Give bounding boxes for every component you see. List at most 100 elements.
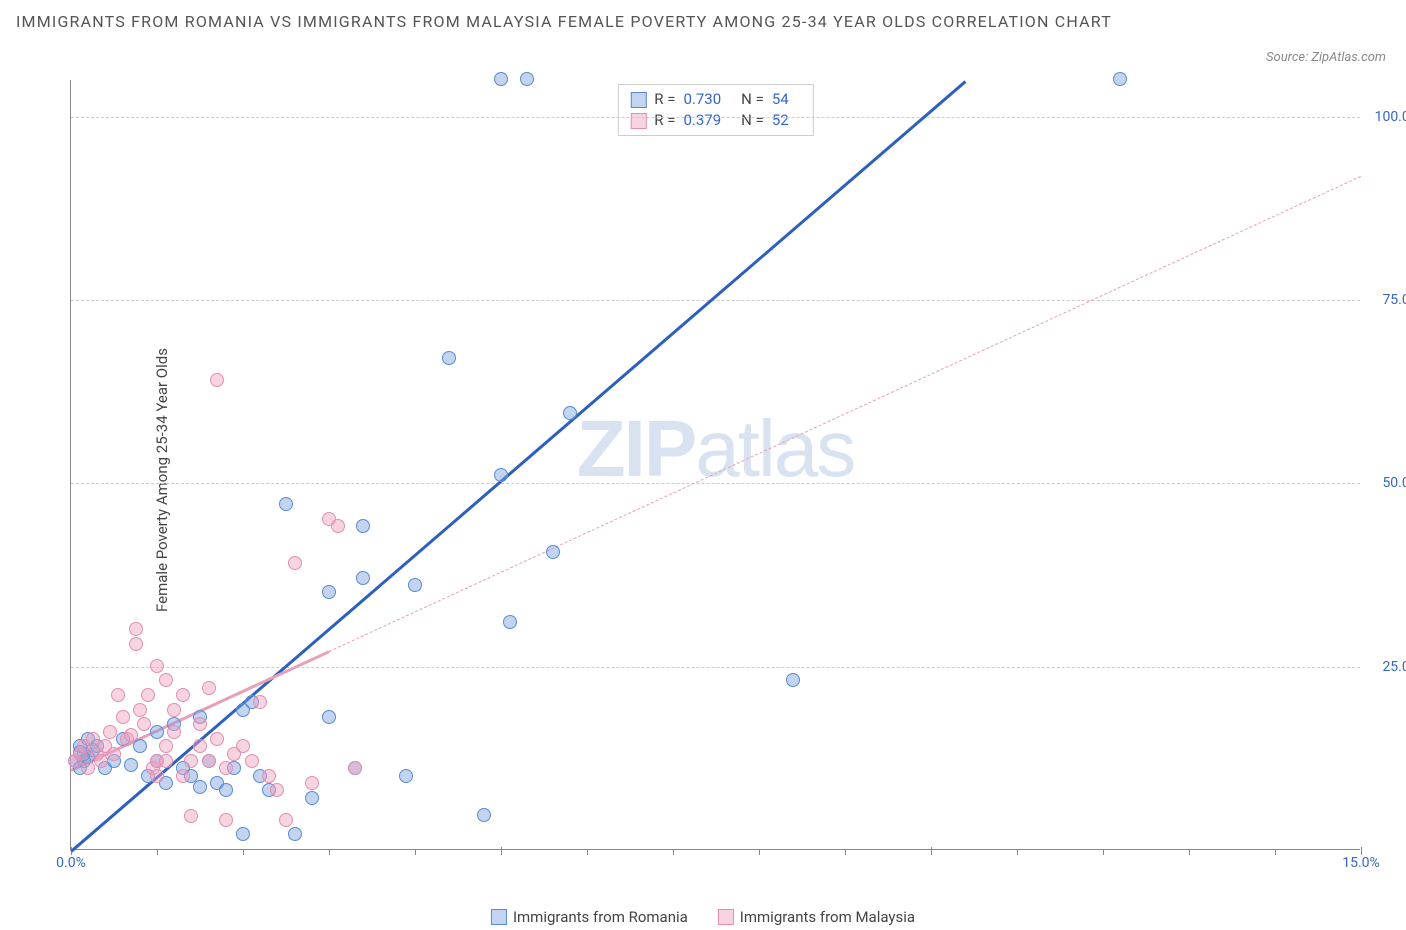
x-minor-tick: [415, 849, 416, 855]
scatter-point: [348, 761, 362, 775]
scatter-point: [111, 688, 125, 702]
scatter-point: [408, 578, 422, 592]
bottom-legend: Immigrants from Romania Immigrants from …: [491, 908, 915, 926]
scatter-point: [167, 725, 181, 739]
scatter-point: [520, 72, 534, 86]
n-label-2: N =: [741, 110, 764, 131]
x-minor-tick: [243, 849, 244, 855]
stats-row-2: R = 0.379 N = 52: [630, 110, 800, 131]
n-label-1: N =: [741, 89, 764, 110]
scatter-point: [563, 406, 577, 420]
x-minor-tick: [157, 849, 158, 855]
x-minor-tick: [329, 849, 330, 855]
stats-row-1: R = 0.730 N = 54: [630, 89, 800, 110]
scatter-point: [159, 673, 173, 687]
scatter-point: [288, 827, 302, 841]
x-tick: [501, 847, 502, 855]
scatter-point: [503, 615, 517, 629]
y-gridline: [71, 300, 1360, 301]
scatter-point: [219, 783, 233, 797]
chart-title: IMMIGRANTS FROM ROMANIA VS IMMIGRANTS FR…: [16, 10, 1116, 34]
scatter-point: [150, 659, 164, 673]
scatter-point: [184, 754, 198, 768]
x-minor-tick: [759, 849, 760, 855]
x-tick: [1361, 847, 1362, 855]
x-minor-tick: [1189, 849, 1190, 855]
scatter-point: [288, 556, 302, 570]
legend-swatch-1: [491, 909, 507, 925]
r-label-1: R =: [654, 89, 675, 110]
x-minor-tick: [1103, 849, 1104, 855]
x-tick-label: 0.0%: [56, 855, 86, 871]
scatter-point: [133, 739, 147, 753]
legend-swatch-2: [718, 909, 734, 925]
scatter-point: [279, 497, 293, 511]
y-gridline: [71, 117, 1360, 118]
swatch-series-2: [630, 113, 646, 129]
watermark: ZIPatlas: [577, 403, 854, 495]
scatter-point: [262, 769, 276, 783]
scatter-point: [94, 754, 108, 768]
x-minor-tick: [1017, 849, 1018, 855]
trendline: [329, 175, 1361, 651]
y-gridline: [71, 667, 1360, 668]
scatter-point: [236, 827, 250, 841]
scatter-point: [184, 809, 198, 823]
scatter-point: [322, 710, 336, 724]
legend-label-1: Immigrants from Romania: [513, 908, 688, 926]
scatter-point: [176, 769, 190, 783]
scatter-point: [253, 695, 267, 709]
scatter-point: [202, 681, 216, 695]
scatter-point: [133, 703, 147, 717]
plot-container: Female Poverty Among 25-34 Year Olds ZIP…: [40, 80, 1390, 880]
y-tick-label: 50.0%: [1382, 475, 1406, 491]
scatter-point: [356, 571, 370, 585]
scatter-point: [193, 780, 207, 794]
n-value-1: 54: [772, 89, 789, 110]
scatter-point: [129, 622, 143, 636]
scatter-point: [399, 769, 413, 783]
scatter-point: [305, 776, 319, 790]
scatter-point: [86, 732, 100, 746]
r-value-1: 0.730: [683, 89, 721, 110]
scatter-point: [159, 739, 173, 753]
x-minor-tick: [845, 849, 846, 855]
scatter-point: [159, 754, 173, 768]
r-label-2: R =: [654, 110, 675, 131]
scatter-point: [356, 519, 370, 533]
scatter-point: [270, 783, 284, 797]
scatter-point: [202, 754, 216, 768]
scatter-point: [322, 585, 336, 599]
scatter-point: [219, 813, 233, 827]
scatter-point: [107, 747, 121, 761]
scatter-point: [546, 545, 560, 559]
watermark-rest: atlas: [695, 404, 854, 493]
legend-label-2: Immigrants from Malaysia: [740, 908, 915, 926]
scatter-point: [150, 725, 164, 739]
scatter-point: [81, 761, 95, 775]
scatter-point: [137, 717, 151, 731]
scatter-point: [331, 519, 345, 533]
scatter-point: [176, 688, 190, 702]
r-value-2: 0.379: [683, 110, 721, 131]
scatter-point: [210, 373, 224, 387]
x-tick-label: 15.0%: [1342, 855, 1380, 871]
scatter-point: [116, 710, 130, 724]
scatter-point: [193, 717, 207, 731]
y-tick-label: 75.0%: [1382, 292, 1406, 308]
x-minor-tick: [587, 849, 588, 855]
scatter-point: [494, 72, 508, 86]
scatter-point: [129, 637, 143, 651]
scatter-point: [1113, 72, 1127, 86]
swatch-series-1: [630, 92, 646, 108]
scatter-point: [477, 808, 491, 822]
scatter-point: [124, 728, 138, 742]
scatter-point: [219, 761, 233, 775]
stats-box: R = 0.730 N = 54 R = 0.379 N = 52: [617, 84, 813, 136]
x-minor-tick: [1275, 849, 1276, 855]
y-tick-label: 100.0%: [1375, 109, 1406, 125]
scatter-point: [210, 732, 224, 746]
trendline: [70, 80, 966, 852]
scatter-point: [236, 739, 250, 753]
n-value-2: 52: [772, 110, 789, 131]
